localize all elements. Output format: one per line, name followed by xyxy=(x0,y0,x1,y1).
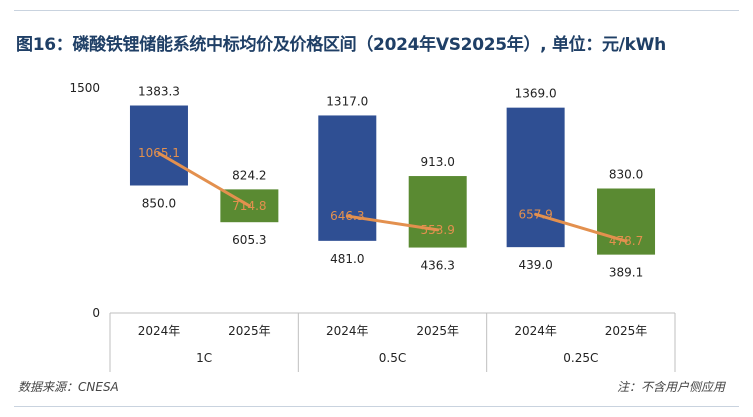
x-tick-label: 2025年 xyxy=(416,324,459,338)
high-value-label: 1369.0 xyxy=(515,87,557,101)
top-rule xyxy=(14,10,739,11)
y-tick-label: 1500 xyxy=(69,81,100,95)
chart-title: 图16：磷酸铁锂储能系统中标均价及价格区间（2024年VS2025年）, 单位：… xyxy=(16,35,666,55)
high-value-label: 1317.0 xyxy=(326,94,368,108)
average-value-label: 478.7 xyxy=(609,234,643,248)
low-value-label: 605.3 xyxy=(232,233,266,247)
x-tick-label: 2025年 xyxy=(228,324,271,338)
high-value-label: 1383.3 xyxy=(138,85,180,99)
low-value-label: 481.0 xyxy=(330,252,364,266)
group-label: 1C xyxy=(196,351,212,365)
low-value-label: 389.1 xyxy=(609,266,643,280)
average-line xyxy=(157,151,251,208)
source-note: 数据来源：CNESA xyxy=(18,380,119,394)
x-tick-label: 2024年 xyxy=(514,324,557,338)
average-line xyxy=(534,212,628,243)
average-value-label: 714.8 xyxy=(232,199,266,213)
x-tick-label: 2024年 xyxy=(326,324,369,338)
bottom-rule xyxy=(14,406,739,407)
range-bar xyxy=(408,176,467,248)
y-tick-label: 0 xyxy=(92,306,100,320)
range-bar xyxy=(129,105,188,186)
high-value-label: 913.0 xyxy=(421,155,455,169)
group-label: 0.5C xyxy=(379,351,406,365)
low-value-label: 850.0 xyxy=(142,197,176,211)
group-label: 0.25C xyxy=(563,351,598,365)
average-value-label: 657.9 xyxy=(518,207,552,221)
average-line xyxy=(345,214,440,232)
average-value-label: 553.9 xyxy=(421,223,455,237)
range-bar xyxy=(506,107,565,248)
low-value-label: 439.0 xyxy=(518,258,552,272)
range-bar xyxy=(597,188,656,255)
footnote: 注：不含用户侧应用 xyxy=(616,380,725,394)
high-value-label: 830.0 xyxy=(609,168,643,182)
low-value-label: 436.3 xyxy=(421,259,455,273)
average-value-label: 1065.1 xyxy=(138,146,180,160)
x-tick-label: 2025年 xyxy=(605,324,648,338)
x-tick-label: 2024年 xyxy=(138,324,181,338)
high-value-label: 824.2 xyxy=(232,168,266,182)
average-value-label: 646.3 xyxy=(330,209,364,223)
